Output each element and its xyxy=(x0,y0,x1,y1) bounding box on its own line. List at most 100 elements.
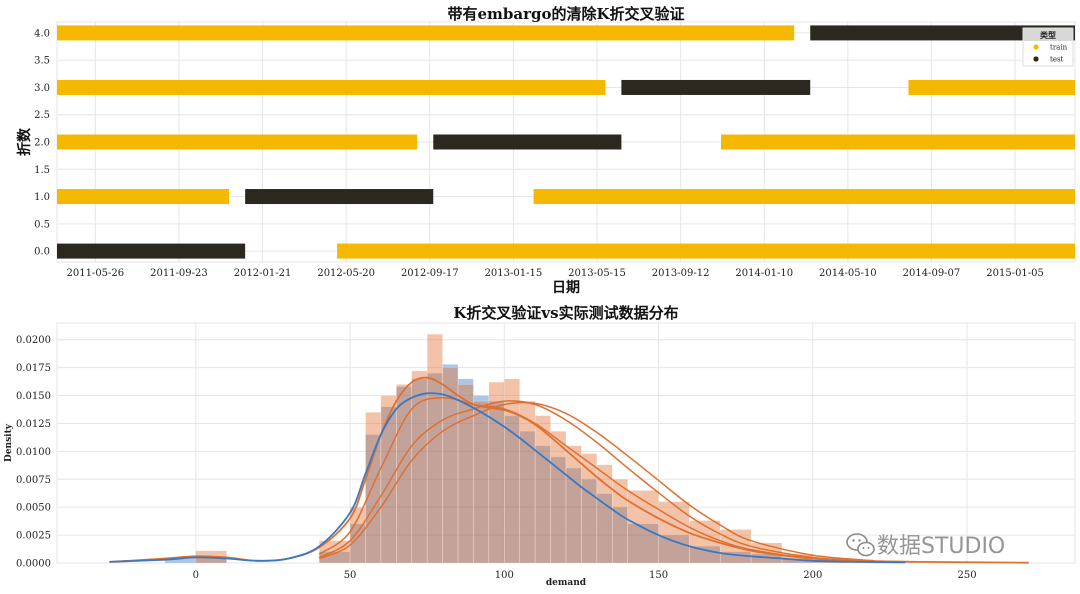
histogram-bar xyxy=(611,478,628,564)
histogram-bar xyxy=(473,395,490,564)
gantt-bar-test xyxy=(621,79,811,95)
histogram-bar xyxy=(581,478,598,564)
histogram-bar xyxy=(519,430,536,564)
distribution-x-tick-label: 250 xyxy=(957,570,976,581)
gantt-bar-train xyxy=(57,25,795,41)
gantt-x-tick-label: 2014-09-07 xyxy=(903,268,961,279)
gantt-x-ticks: 2011-05-26 2011-09-23 2012-01-21 2012-05-20… xyxy=(66,268,1043,279)
gantt-bar-train xyxy=(908,79,1075,95)
distribution-y-tick-label: 0.0075 xyxy=(16,475,51,486)
legend-train-marker xyxy=(1033,44,1039,50)
legend-test-label: test xyxy=(1050,56,1064,64)
histogram-bar xyxy=(442,364,459,564)
histogram-bar xyxy=(550,430,567,564)
distribution-x-axis-label: demand xyxy=(546,578,587,588)
gantt-y-axis-label: 折数 xyxy=(16,127,33,156)
histogram-bar xyxy=(519,400,536,564)
distribution-x-tick-label: 50 xyxy=(344,570,357,581)
watermark-text: 数据STUDIO xyxy=(877,534,1005,559)
histogram-bar xyxy=(488,400,505,564)
gantt-x-tick-label: 2012-01-21 xyxy=(234,268,292,279)
distribution-y-tick-label: 0.0150 xyxy=(16,391,51,402)
histogram-bar xyxy=(581,453,598,564)
distribution-y-axis-label: Density xyxy=(4,423,14,462)
kde-line xyxy=(109,392,906,564)
histogram-bar xyxy=(658,534,690,564)
gantt-x-tick-label: 2012-05-20 xyxy=(317,268,375,279)
gantt-y-tick-label: 1.5 xyxy=(34,165,50,176)
histogram-bar xyxy=(473,400,490,564)
histogram-bar xyxy=(534,445,551,564)
histogram-bar xyxy=(689,545,721,564)
distribution-y-ticks: 0.0000 0.0025 0.0050 0.0075 0.0100 0.0125 0.01… xyxy=(16,335,51,569)
histogram-bar xyxy=(426,333,443,564)
gantt-legend: 类型 train test xyxy=(1022,27,1074,67)
distribution-y-tick-label: 0.0100 xyxy=(16,447,51,458)
histogram-bar xyxy=(658,501,690,564)
distribution-grid xyxy=(57,323,1075,564)
distribution-y-tick-label: 0.0175 xyxy=(16,363,51,374)
histogram-bar xyxy=(396,386,413,564)
legend-test-marker xyxy=(1033,56,1039,62)
gantt-x-tick-label: 2015-01-05 xyxy=(986,268,1044,279)
gantt-x-tick-label: 2013-05-15 xyxy=(568,268,626,279)
legend-title-bg xyxy=(1024,29,1072,41)
gantt-y-tick-label: 3.5 xyxy=(34,56,50,67)
kde-line-fold xyxy=(318,397,875,563)
gantt-y-tick-label: 0.0 xyxy=(34,247,50,258)
gantt-bar-train xyxy=(533,189,1075,205)
distribution-x-tick-label: 0 xyxy=(193,570,199,581)
histogram-bar xyxy=(380,395,397,564)
gantt-y-tick-label: 2.0 xyxy=(34,138,50,149)
histogram-bar xyxy=(457,378,474,564)
gantt-bar-train xyxy=(57,189,230,205)
histogram-bar xyxy=(565,467,582,564)
gantt-y-tick-label: 3.0 xyxy=(34,83,50,94)
histogram-bar xyxy=(596,493,613,564)
histogram-bar xyxy=(611,506,628,564)
gantt-y-tick-label: 1.0 xyxy=(34,192,50,203)
distribution-y-tick-label: 0.0125 xyxy=(16,419,51,430)
gantt-x-tick-label: 2014-05-10 xyxy=(819,268,877,279)
gantt-x-tick-label: 2011-05-26 xyxy=(66,268,124,279)
gantt-bar-train xyxy=(721,134,1075,150)
distribution-y-tick-label: 0.0050 xyxy=(16,503,51,514)
watermark: 数据STUDIO xyxy=(846,533,1005,559)
histogram-bar xyxy=(550,456,567,564)
gantt-chart: 0.00.51.01.52.02.53.03.54.0 2011-05-26 20… xyxy=(16,5,1076,296)
histogram-bar xyxy=(426,372,443,564)
legend-train-label: train xyxy=(1050,44,1068,52)
gantt-y-tick-label: 4.0 xyxy=(34,28,50,39)
gantt-x-tick-label: 2011-09-23 xyxy=(150,268,208,279)
gantt-y-tick-label: 0.5 xyxy=(34,219,50,230)
histogram-bar xyxy=(442,367,459,564)
histogram-bar xyxy=(596,464,613,564)
histogram-bar xyxy=(411,370,428,564)
legend-title: 类型 xyxy=(1040,30,1056,40)
distribution-y-tick-label: 0.0025 xyxy=(16,531,51,542)
histogram-bar xyxy=(488,381,505,564)
distribution-y-tick-label: 0.0200 xyxy=(16,335,51,346)
distribution-y-tick-label: 0.0000 xyxy=(16,559,51,570)
gantt-x-axis-label: 日期 xyxy=(552,280,580,296)
distribution-x-tick-label: 100 xyxy=(495,570,514,581)
gantt-x-tick-label: 2013-01-15 xyxy=(485,268,543,279)
histogram-bar xyxy=(504,415,521,564)
histogram-bar xyxy=(565,445,582,564)
kde-line-fold xyxy=(318,401,875,562)
distribution-x-ticks: 0 50 100 150 200 250 xyxy=(193,570,977,581)
gantt-bar-test xyxy=(810,25,1075,41)
gantt-x-tick-label: 2013-09-12 xyxy=(652,268,710,279)
wechat-icon xyxy=(846,533,875,557)
gantt-bar-train xyxy=(57,79,606,95)
gantt-bar-train xyxy=(57,134,418,150)
gantt-bar-train xyxy=(337,243,1075,259)
distribution-title: K折交叉验证vs实际测试数据分布 xyxy=(453,304,678,322)
gantt-bar-test xyxy=(245,189,434,205)
histogram-bar xyxy=(627,523,659,564)
kde-line-fold xyxy=(318,400,875,563)
distribution-plot-area xyxy=(56,322,1076,564)
gantt-bar-test xyxy=(433,134,622,150)
gantt-y-ticks: 0.0 0.5 1.0 1.5 2.0 2.5 3.0 3.5 4.0 xyxy=(34,28,50,257)
